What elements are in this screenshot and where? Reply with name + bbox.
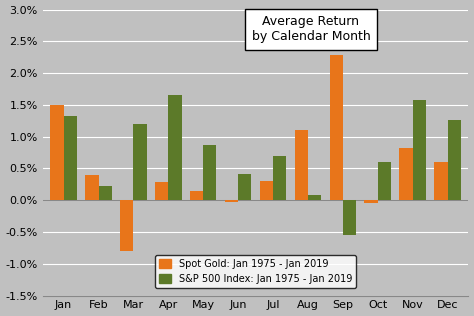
Bar (203, 145, 217, 200)
Bar (85, 175, 99, 200)
Bar (64, 116, 77, 200)
Bar (399, 148, 412, 200)
Bar (295, 130, 308, 200)
Text: Average Return
by Calendar Month: Average Return by Calendar Month (252, 15, 370, 43)
Bar (273, 156, 286, 200)
Bar (329, 55, 343, 200)
Bar (343, 200, 356, 235)
Bar (168, 95, 182, 200)
Bar (50, 105, 64, 200)
Bar (238, 173, 251, 200)
Bar (133, 124, 146, 200)
Legend: Spot Gold: Jan 1975 - Jan 2019, S&P 500 Index: Jan 1975 - Jan 2019: Spot Gold: Jan 1975 - Jan 2019, S&P 500 … (155, 255, 356, 288)
Bar (434, 162, 447, 200)
Bar (225, 200, 238, 202)
Bar (190, 191, 203, 200)
Bar (378, 162, 391, 200)
Bar (412, 100, 426, 200)
Bar (308, 195, 321, 200)
Bar (99, 186, 112, 200)
Bar (260, 181, 273, 200)
Bar (155, 182, 168, 200)
Bar (120, 200, 133, 251)
Bar (447, 119, 461, 200)
Bar (365, 200, 378, 204)
